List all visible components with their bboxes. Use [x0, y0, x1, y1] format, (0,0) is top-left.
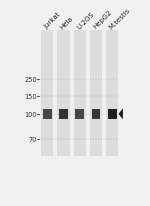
Polygon shape	[118, 109, 123, 120]
Bar	[43, 110, 52, 119]
Bar	[74, 31, 86, 156]
Text: Jurkat: Jurkat	[43, 12, 62, 30]
Text: M.testis: M.testis	[108, 7, 132, 30]
Bar	[90, 31, 102, 156]
Text: HepG2: HepG2	[92, 9, 113, 30]
Bar	[92, 110, 100, 119]
Text: 70: 70	[28, 137, 37, 143]
Bar	[59, 110, 68, 119]
Text: 100: 100	[24, 111, 37, 117]
Bar	[57, 31, 70, 156]
Text: U-2OS: U-2OS	[76, 11, 95, 30]
Text: 150: 150	[24, 94, 37, 100]
Bar	[75, 110, 84, 119]
Bar	[108, 110, 117, 119]
Bar	[41, 31, 53, 156]
Text: Hela: Hela	[59, 15, 75, 30]
Bar	[106, 31, 118, 156]
Text: 250: 250	[24, 76, 37, 82]
